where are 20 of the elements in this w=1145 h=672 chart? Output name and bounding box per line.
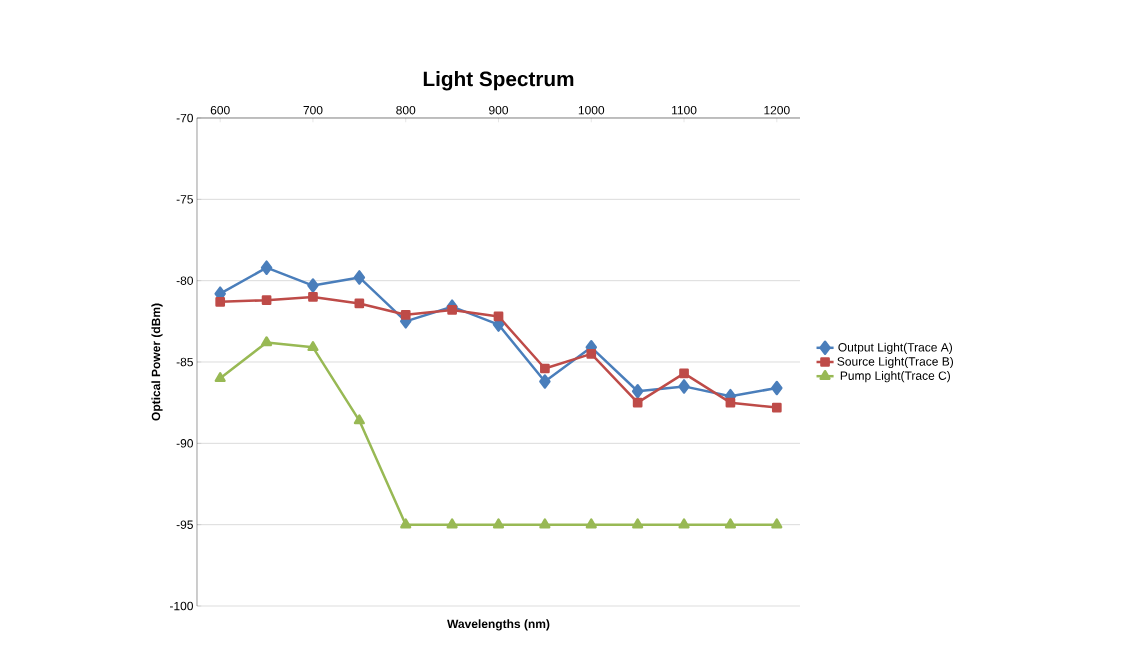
x-axis-title: Wavelengths (nm) <box>447 619 550 631</box>
y-tick-label: -75 <box>176 195 193 204</box>
x-tick-label: 900 <box>489 105 509 115</box>
y-axis-title: Optical Power (dBm) <box>151 303 163 421</box>
legend-label: Source Light(Trace B) <box>837 356 954 369</box>
y-tick-label: -95 <box>176 520 193 529</box>
x-tick-label: 800 <box>396 105 416 115</box>
y-tick-label: -100 <box>169 601 193 611</box>
x-tick-label: 600 <box>210 105 230 115</box>
x-tick-label: 1000 <box>578 105 605 115</box>
y-tick-label: -80 <box>176 276 193 285</box>
x-tick-label: 1200 <box>764 105 790 115</box>
chart-title: Light Spectrum <box>423 71 574 91</box>
x-tick-label: 1100 <box>672 105 697 115</box>
y-tick-label: -85 <box>176 357 193 367</box>
y-tick-label: -90 <box>176 439 193 448</box>
y-tick-label: -70 <box>176 113 193 123</box>
legend-label: Pump Light(Trace C) <box>840 371 950 383</box>
x-tick-label: 700 <box>303 105 323 115</box>
legend-label: Output Light(Trace A) <box>838 342 953 354</box>
